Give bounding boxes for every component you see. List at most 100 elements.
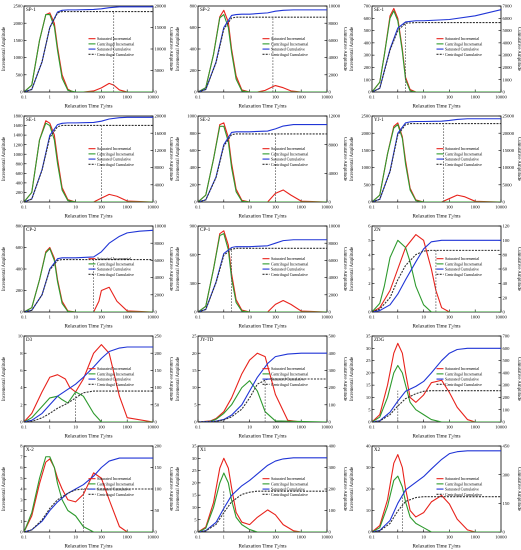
x-tick-label: 0.1 bbox=[195, 425, 201, 430]
y-right-tick-label: 5000 bbox=[155, 68, 165, 73]
panel-label: SE-1 bbox=[26, 118, 37, 123]
x-axis-label-prefix: Relaxation Time bbox=[65, 214, 101, 220]
y-right-tick-label: 400 bbox=[329, 351, 337, 356]
x-tick-label: 0.1 bbox=[21, 95, 27, 100]
y-right-tick-label: 4000 bbox=[329, 275, 339, 280]
legend-label: Saturated Cumulative bbox=[97, 378, 131, 382]
legend-label: Centrifugal Cumulative bbox=[97, 53, 134, 57]
series-line-centrifugal-incremental bbox=[198, 14, 327, 92]
series-group bbox=[198, 9, 327, 92]
y-right-axis-label: Cumulative Amplitude bbox=[168, 27, 173, 71]
y-right-tick-label: 0 bbox=[329, 420, 332, 425]
x-tick-label: 0.1 bbox=[369, 205, 375, 210]
legend-label: Centrifugal Incremental bbox=[271, 152, 308, 156]
x-axis-label-unit: /ms bbox=[105, 324, 113, 330]
y-right-tick-label: 25000 bbox=[503, 114, 515, 119]
x-tick-label: 1000 bbox=[297, 425, 307, 430]
legend-label: Saturated Incremental bbox=[97, 147, 131, 151]
legend-label: Centrifugal Incremental bbox=[97, 42, 134, 46]
y-right-tick-label: 8000 bbox=[329, 142, 339, 147]
legend-label: Centrifugal Incremental bbox=[97, 152, 134, 156]
x-axis-label-prefix: Relaxation Time bbox=[413, 434, 449, 440]
x-axis-label-symbol: T bbox=[274, 214, 278, 220]
legend-label: Saturated Cumulative bbox=[445, 378, 479, 382]
y-left-tick-label: 5 bbox=[368, 407, 371, 412]
x-axis-label-unit: /ms bbox=[105, 104, 113, 110]
x-axis-label-unit: /ms bbox=[453, 324, 461, 330]
series-line-centrifugal-incremental bbox=[198, 380, 327, 422]
legend-label: Centrifugal Cumulative bbox=[97, 493, 134, 497]
x-tick-label: 100 bbox=[272, 425, 280, 430]
y-left-tick-label: 20 bbox=[192, 351, 197, 356]
panel-label: YJ-1 bbox=[374, 118, 384, 123]
x-axis-label-prefix: Relaxation Time bbox=[65, 544, 101, 550]
x-axis-label: Relaxation Time T2/ms bbox=[413, 214, 461, 220]
y-left-tick-label: 20 bbox=[192, 480, 197, 485]
y-right-tick-label: 50 bbox=[155, 508, 160, 513]
x-axis-label-unit: /ms bbox=[453, 434, 461, 440]
y-left-tick-label: 100 bbox=[364, 77, 372, 82]
x-tick-label: 1 bbox=[223, 205, 226, 210]
y-left-tick-label: 1800 bbox=[13, 114, 23, 119]
y-left-tick-label: 20 bbox=[366, 487, 371, 492]
y-left-tick-label: 5 bbox=[194, 402, 197, 407]
y-left-tick-label: 1600 bbox=[13, 123, 23, 128]
series-line-saturated-cumulative bbox=[198, 457, 327, 532]
x-axis-label-symbol: T bbox=[274, 104, 278, 110]
y-right-tick-label: 5000 bbox=[503, 28, 513, 33]
y-right-tick-label: 0 bbox=[155, 420, 158, 425]
legend-label: Saturated Cumulative bbox=[271, 378, 305, 382]
y-right-tick-label: 12000 bbox=[329, 114, 341, 119]
x-tick-label: 100 bbox=[98, 315, 106, 320]
panel-label: X2 bbox=[374, 448, 381, 453]
legend-label: Centrifugal Incremental bbox=[271, 482, 308, 486]
y-right-tick-label: 20000 bbox=[503, 131, 515, 136]
x-axis-label-prefix: Relaxation Time bbox=[413, 104, 449, 110]
x-tick-label: 0.1 bbox=[195, 95, 201, 100]
y-right-tick-label: 2000 bbox=[329, 72, 339, 77]
chart-panel: 0.1 1 10 100 1000 100000102030400150300450Rel… bbox=[350, 444, 521, 550]
y-left-tick-label: 400 bbox=[16, 180, 24, 185]
y-right-tick-label: 600 bbox=[503, 346, 511, 351]
x-axis-label-unit: /ms bbox=[279, 544, 287, 550]
x-axis-label: Relaxation Time T2/ms bbox=[65, 544, 113, 550]
y-left-tick-label: 400 bbox=[16, 267, 24, 272]
x-tick-label: 10000 bbox=[147, 535, 159, 540]
x-axis-label: Relaxation Time T2/ms bbox=[413, 434, 461, 440]
x-tick-label: 100 bbox=[272, 535, 280, 540]
x-tick-label: 100 bbox=[272, 205, 280, 210]
series-group bbox=[24, 456, 153, 532]
x-axis-label-unit: /ms bbox=[279, 324, 287, 330]
series-line-saturated-incremental bbox=[372, 454, 501, 532]
legend-label: Centrifugal Incremental bbox=[445, 262, 482, 266]
legend-label: Saturated Cumulative bbox=[271, 158, 305, 162]
y-right-tick-label: 10000 bbox=[329, 4, 341, 9]
legend-label: Centrifugal Cumulative bbox=[97, 273, 134, 277]
x-axis-label-prefix: Relaxation Time bbox=[65, 104, 101, 110]
y-right-tick-label: 0 bbox=[503, 420, 506, 425]
x-tick-label: 1000 bbox=[123, 205, 133, 210]
x-tick-label: 0.1 bbox=[195, 315, 201, 320]
x-axis-label-symbol: T bbox=[448, 104, 452, 110]
series-line-centrifugal-cumulative bbox=[198, 247, 327, 312]
x-tick-label: 100 bbox=[98, 425, 106, 430]
series-line-centrifugal-cumulative bbox=[372, 390, 501, 422]
y-right-tick-label: 150 bbox=[503, 501, 511, 506]
y-left-tick-label: 800 bbox=[190, 131, 198, 136]
y-right-tick-label: 6000 bbox=[155, 258, 165, 263]
series-line-centrifugal-cumulative bbox=[24, 390, 153, 422]
y-left-tick-label: 600 bbox=[364, 16, 372, 21]
y-right-tick-label: 10000 bbox=[155, 47, 167, 52]
x-tick-label: 1 bbox=[49, 315, 52, 320]
x-axis-label-sub: 2 bbox=[451, 216, 453, 220]
x-axis-label: Relaxation Time T2/ms bbox=[239, 544, 287, 550]
x-tick-label: 10000 bbox=[147, 205, 159, 210]
y-left-tick-label: 0 bbox=[368, 310, 371, 315]
series-line-saturated-cumulative bbox=[24, 346, 153, 422]
x-tick-label: 10 bbox=[421, 425, 426, 430]
x-tick-label: 0.1 bbox=[195, 205, 201, 210]
x-axis-label-sub: 2 bbox=[451, 106, 453, 110]
